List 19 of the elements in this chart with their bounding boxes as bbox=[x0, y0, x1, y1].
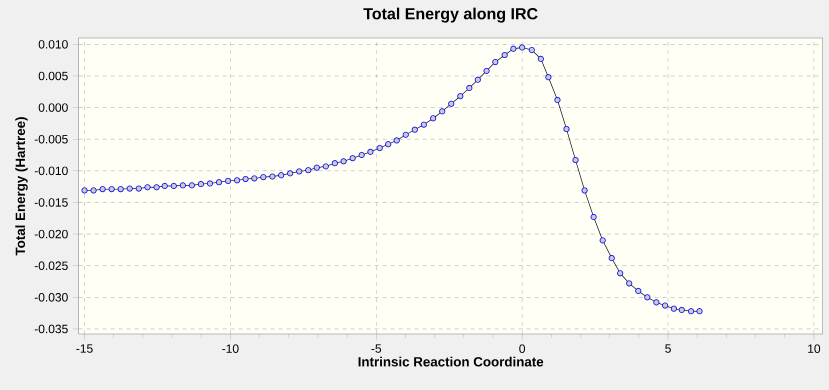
y-axis-title: Total Energy (Hartree) bbox=[15, 117, 28, 256]
y-tick-label: -0.035 bbox=[34, 324, 68, 334]
y-tick-label: 0.010 bbox=[38, 40, 68, 49]
x-tick-label: 0 bbox=[519, 344, 526, 353]
y-tick-label: -0.010 bbox=[34, 166, 68, 176]
y-tick-label: -0.015 bbox=[34, 198, 68, 207]
y-tick-label: -0.005 bbox=[34, 134, 68, 144]
x-tick-label: 10 bbox=[808, 344, 820, 353]
x-tick-label: -10 bbox=[222, 344, 239, 353]
x-tick-label: 5 bbox=[665, 344, 671, 353]
y-tick-label: 0.000 bbox=[38, 103, 68, 112]
y-tick-label: -0.025 bbox=[34, 261, 68, 270]
y-tick-label: -0.030 bbox=[34, 293, 68, 302]
x-tick-label: -15 bbox=[76, 344, 93, 353]
x-axis-title: Intrinsic Reaction Coordinate bbox=[358, 356, 544, 367]
chart-title: Total Energy along IRC bbox=[363, 8, 538, 23]
x-tick-label: -5 bbox=[371, 344, 382, 353]
y-tick-label: -0.020 bbox=[34, 230, 68, 238]
y-tick-label: 0.005 bbox=[38, 72, 68, 80]
